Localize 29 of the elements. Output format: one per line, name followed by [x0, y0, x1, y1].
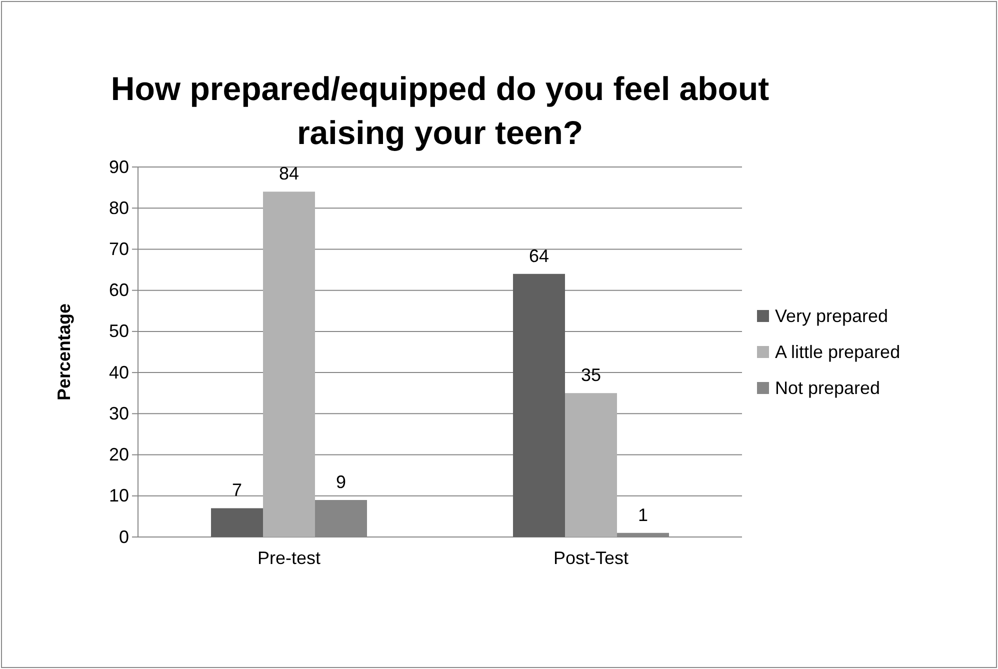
x-tick-label: Pre-test: [257, 548, 321, 568]
y-axis-title: Percentage: [54, 303, 74, 401]
bar: [315, 500, 367, 537]
y-tick-label: 0: [118, 526, 129, 547]
chart-title: How prepared/equipped do you feel about raising your teen?: [110, 70, 770, 151]
y-tick-label: 60: [108, 280, 129, 300]
data-label: 35: [580, 365, 602, 386]
data-label: 1: [638, 504, 648, 525]
y-tick-label: 80: [108, 198, 129, 218]
y-tick-label: 30: [108, 403, 129, 424]
bar: [617, 532, 669, 537]
legend-label: A little prepared: [775, 342, 900, 362]
y-tick-label: 20: [108, 444, 129, 465]
x-tick-label: Post-Test: [553, 548, 629, 568]
data-label: 64: [528, 246, 550, 266]
y-tick-label: 10: [108, 486, 129, 506]
bar: [263, 192, 315, 537]
data-label: 9: [336, 472, 346, 492]
bar: [211, 508, 263, 537]
legend-label: Not prepared: [775, 378, 880, 398]
data-label: 84: [278, 164, 300, 184]
y-tick-label: 90: [108, 156, 129, 177]
legend-label: Very prepared: [775, 306, 888, 326]
y-tick-label: 40: [108, 362, 129, 382]
bar: [565, 393, 617, 537]
bar: [513, 274, 565, 537]
y-tick-label: 70: [108, 238, 129, 259]
data-label: 7: [232, 480, 242, 500]
y-tick-label: 50: [108, 321, 129, 342]
